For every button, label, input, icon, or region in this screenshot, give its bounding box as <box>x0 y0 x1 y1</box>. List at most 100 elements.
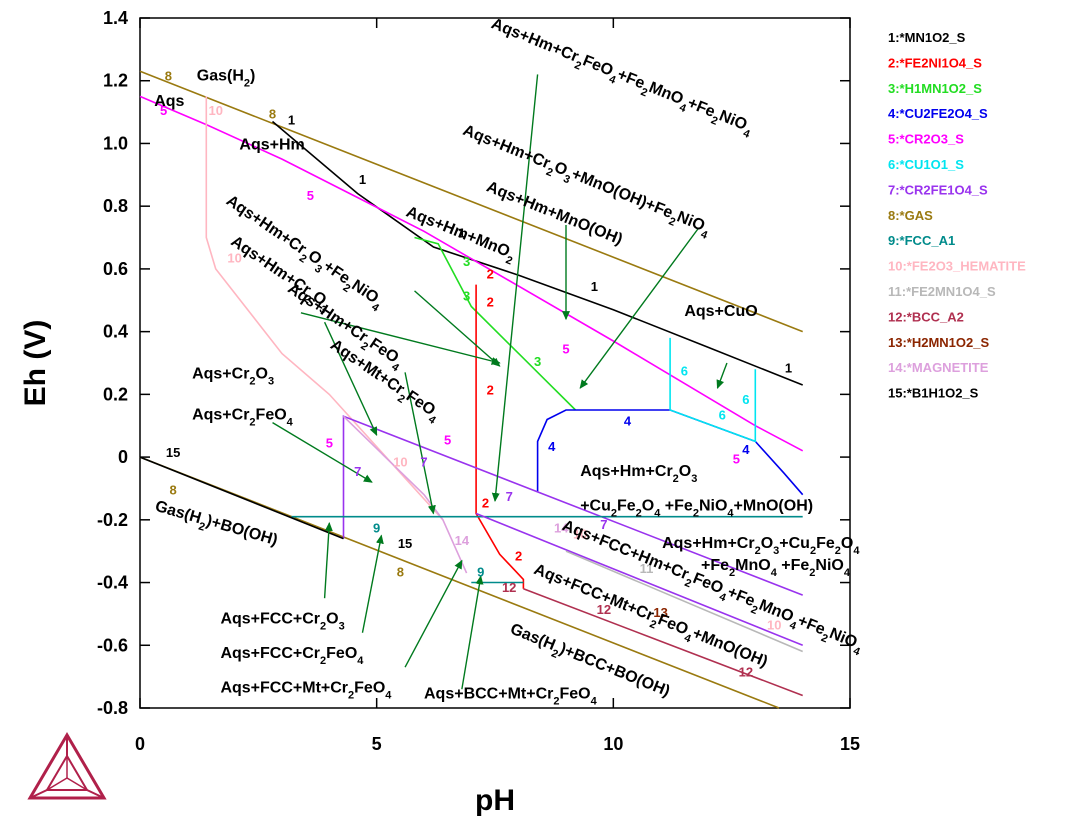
y-tick-label: -0.6 <box>97 635 128 655</box>
legend-entry-1: 1:*MN1O2_S <box>888 30 966 45</box>
legend: 1:*MN1O2_S 2:*FE2NI1O4_S 3:*H1MN1O2_S 4:*CU… <box>888 30 1026 401</box>
annotation-arrow <box>404 372 436 515</box>
line-label-5: 5 <box>733 451 740 466</box>
region-label-aqs-bcc-mt-cr2feo4: Aqs+BCC+Mt+Cr2FeO4 <box>424 686 598 708</box>
legend-entry-13: 13:*H2MN1O2_S <box>888 335 989 350</box>
line-label-1: 1 <box>458 226 465 241</box>
line-label-15: 15 <box>166 445 180 460</box>
y-tick-label: 0.2 <box>103 384 128 404</box>
annotation-arrow <box>716 362 728 390</box>
legend-entry-4: 4:*CU2FE2O4_S <box>888 106 988 121</box>
line-label-12: 12 <box>502 580 516 595</box>
region-label-aqs-hm: Aqs+Hm <box>239 137 304 154</box>
line-label-5: 5 <box>307 188 314 203</box>
legend-entry-12: 12:*BCC_A2 <box>888 309 964 324</box>
legend-entry-14: 14:*MAGNETITE <box>888 360 989 375</box>
legend-entry-8: 8:*GAS <box>888 208 933 223</box>
region-label-aqs-cr2feo4: Aqs+Cr2FeO4 <box>192 406 294 428</box>
line-label-7: 7 <box>420 455 427 470</box>
legend-entry-11: 11:*FE2MN1O4_S <box>888 284 996 299</box>
line-label-10: 10 <box>393 455 407 470</box>
x-tick-label: 15 <box>840 734 860 754</box>
line-label-2: 2 <box>515 549 522 564</box>
y-tick-label: 0.6 <box>103 259 128 279</box>
y-tick-label: -0.2 <box>97 510 128 530</box>
annotation-arrow <box>272 421 373 483</box>
region-label-aqs-hm-cr2o3: Aqs+Hm+Cr2O3 <box>580 463 697 485</box>
annotation-arrow <box>414 290 501 367</box>
boundary-line-15 <box>139 456 344 540</box>
region-label-cu2fe2o4-fe2nio4-mno-oh: +Cu2Fe2O4 +Fe2NiO4+MnO(OH) <box>580 497 813 519</box>
plot-area <box>139 17 851 709</box>
line-label-10: 10 <box>573 527 587 542</box>
legend-entry-5: 5:*CR2O3_S <box>888 132 964 147</box>
line-label-2: 2 <box>487 266 494 281</box>
annotation-arrow <box>323 321 378 437</box>
annotation-arrow <box>579 227 700 389</box>
boundary-line-4 <box>536 409 804 496</box>
annotation-arrow <box>361 534 384 633</box>
boundary-line-12 <box>523 588 803 697</box>
legend-entry-7: 7:*CR2FE1O4_S <box>888 182 988 197</box>
line-label-1: 1 <box>359 172 366 187</box>
line-label-2: 2 <box>487 295 494 310</box>
line-label-5: 5 <box>326 436 333 451</box>
line-label-10: 10 <box>208 103 222 118</box>
line-label-14: 14 <box>554 520 569 535</box>
region-label-aqs-hm-cr2o3-cu2fe2o4: Aqs+Hm+Cr2O3+Cu2Fe2O4 <box>662 535 860 557</box>
annotation-arrow <box>300 312 501 365</box>
y-tick-label: 0.8 <box>103 196 128 216</box>
y-tick-label: 1.2 <box>103 71 128 91</box>
line-label-8: 8 <box>165 69 172 84</box>
series-layer <box>139 70 804 709</box>
line-label-14: 14 <box>455 533 470 548</box>
y-axis-title: Eh (V) <box>19 320 52 407</box>
line-label-1: 1 <box>288 113 295 128</box>
x-tick-label: 5 <box>372 734 382 754</box>
line-label-7: 7 <box>600 517 607 532</box>
y-tick-label: -0.4 <box>97 573 128 593</box>
line-label-6: 6 <box>681 364 688 379</box>
legend-entry-9: 9:*FCC_A1 <box>888 233 955 248</box>
boundary-line-11 <box>565 550 804 653</box>
line-label-12: 12 <box>597 602 611 617</box>
region-label-gas-h2: Gas(H2) <box>197 68 256 90</box>
region-label-aqs-fcc-cr2feo4: Aqs+FCC+Cr2FeO4 <box>220 645 364 667</box>
y-tick-label: -0.8 <box>97 698 128 718</box>
annotation-arrow <box>461 575 484 690</box>
line-label-8: 8 <box>170 483 177 498</box>
line-label-1: 1 <box>785 360 792 375</box>
region-label-gas-h2-bo-oh: Gas(H2)+BO(OH) <box>152 498 280 554</box>
line-label-4: 4 <box>624 414 632 429</box>
boundary-line-7 <box>475 512 803 647</box>
axis-layer: 0 5 10 151.41.21.00.80.60.40.20-0.2-0.4-0.6… <box>97 8 860 754</box>
line-label-9: 9 <box>373 520 380 535</box>
line-label-8: 8 <box>269 106 276 121</box>
x-tick-label: 0 <box>135 734 145 754</box>
boundary-line-1 <box>271 120 803 386</box>
region-label-aqs: Aqs <box>154 93 184 110</box>
thermo-calc-logo <box>27 732 107 800</box>
line-label-3: 3 <box>463 254 470 269</box>
line-label-9: 9 <box>477 564 484 579</box>
line-label-4: 4 <box>742 442 750 457</box>
boundary-line-2 <box>475 284 525 589</box>
line-label-10: 10 <box>227 251 241 266</box>
x-axis-title: pH <box>475 784 515 817</box>
line-label-1: 1 <box>591 279 598 294</box>
legend-entry-6: 6:*CU1O1_S <box>888 157 964 172</box>
plot-frame <box>139 17 851 709</box>
line-label-11: 11 <box>640 561 654 576</box>
region-label-fe2mno4-fe2nio4: +Fe2MnO4 +Fe2NiO4 <box>701 557 851 579</box>
line-label-2: 2 <box>482 495 489 510</box>
boundary-line-3 <box>414 236 577 411</box>
legend-entry-10: 10:*FE2O3_HEMATITE <box>888 259 1026 274</box>
line-label-13: 13 <box>653 605 667 620</box>
boundary-line-6 <box>669 337 757 443</box>
line-label-3: 3 <box>463 288 470 303</box>
line-label-6: 6 <box>742 392 749 407</box>
legend-entry-15: 15:*B1H1O2_S <box>888 386 979 401</box>
line-label-7: 7 <box>506 489 513 504</box>
